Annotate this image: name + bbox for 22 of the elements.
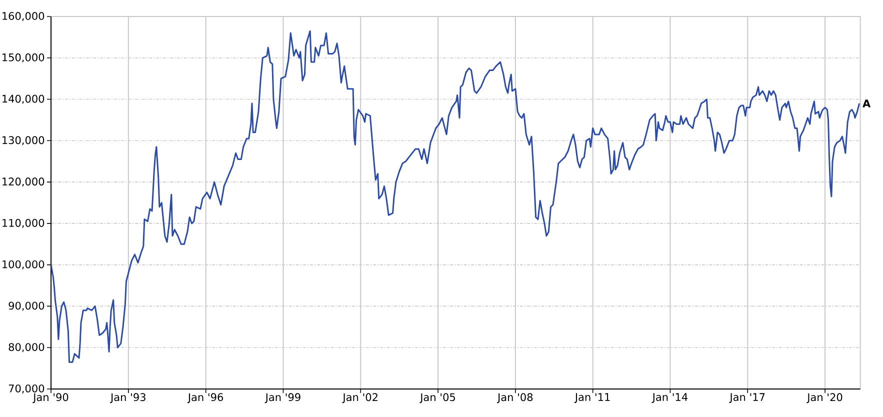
x-tick-label: Jan '17 bbox=[729, 393, 765, 403]
x-tick-label: Jan '14 bbox=[652, 393, 688, 403]
x-tick-label: Jan '05 bbox=[420, 393, 455, 404]
x-tick-label: Jan '11 bbox=[574, 393, 610, 403]
y-tick-label: 70,000 bbox=[8, 384, 44, 394]
x-tick-label: Jan '08 bbox=[496, 393, 533, 404]
y-tick-label: 140,000 bbox=[2, 94, 44, 104]
x-tick-label: Jan '99 bbox=[264, 393, 300, 404]
y-tick-label: 160,000 bbox=[2, 12, 44, 22]
x-tick-label: Jan '93 bbox=[110, 393, 146, 404]
y-tick-label: 150,000 bbox=[2, 53, 44, 62]
x-tick-label: Jan '90 bbox=[32, 393, 68, 404]
x-tick-label: Jan '96 bbox=[187, 393, 224, 404]
y-tick-label: 80,000 bbox=[8, 343, 44, 352]
annotation: A bbox=[862, 100, 871, 108]
y-tick-label: 130,000 bbox=[2, 136, 44, 146]
y-tick-label: 90,000 bbox=[8, 302, 44, 311]
x-tick-label: Jan '20 bbox=[806, 393, 842, 404]
y-tick-label: 120,000 bbox=[2, 178, 44, 187]
y-tick-label: 110,000 bbox=[2, 218, 44, 228]
y-tick-label: 100,000 bbox=[2, 260, 44, 270]
x-tick-label: Jan '02 bbox=[342, 393, 378, 404]
